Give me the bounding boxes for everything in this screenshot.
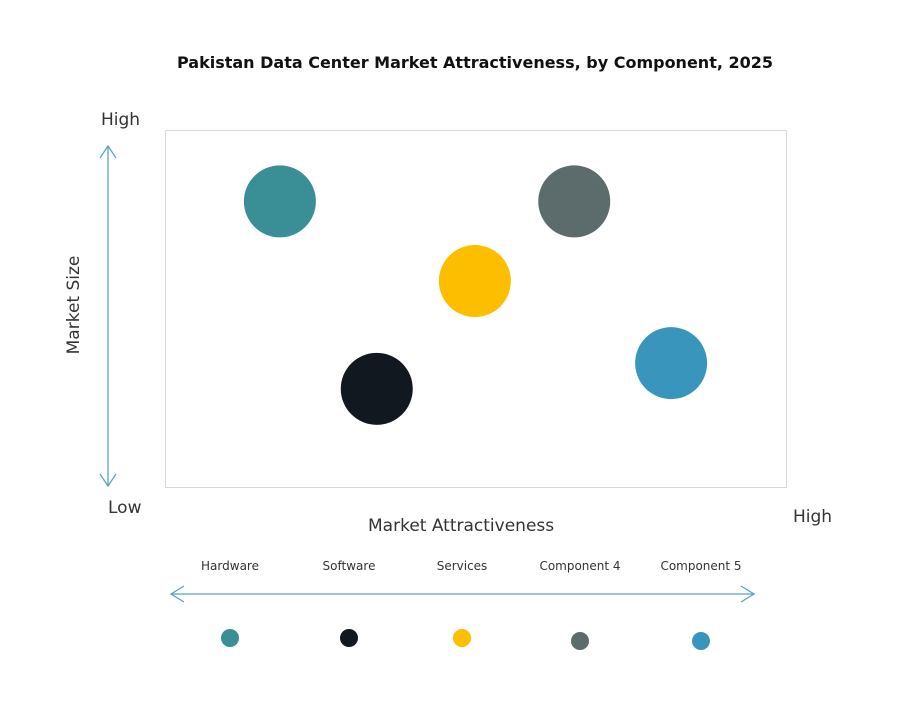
bubble-hardware bbox=[243, 165, 316, 238]
y-axis-arrow bbox=[99, 144, 117, 488]
bubble-software bbox=[340, 352, 413, 425]
x-axis-label: Market Attractiveness bbox=[368, 516, 555, 536]
x-high-label: High bbox=[793, 507, 833, 527]
low-label: Low bbox=[108, 498, 142, 518]
y-high-label: High bbox=[101, 110, 141, 130]
chart-title: Pakistan Data Center Market Attractivene… bbox=[176, 53, 774, 72]
legend-label-component-5: Component 5 bbox=[660, 559, 742, 573]
legend-dot-component-5 bbox=[692, 632, 710, 650]
legend-dot-software bbox=[340, 629, 358, 647]
legend-label-hardware: Hardware bbox=[201, 559, 259, 573]
legend-label-services: Services bbox=[436, 559, 488, 573]
bubble-services bbox=[438, 245, 511, 318]
legend-label-software: Software bbox=[322, 559, 376, 573]
legend-dot-component-4 bbox=[571, 632, 589, 650]
legend-label-component-4: Component 4 bbox=[539, 559, 621, 573]
plot-area bbox=[165, 130, 787, 488]
legend-arrow bbox=[169, 585, 756, 603]
legend-dot-hardware bbox=[221, 629, 239, 647]
bubble-component-5 bbox=[635, 327, 708, 400]
legend-dot-services bbox=[453, 629, 471, 647]
bubble-component-4 bbox=[538, 165, 611, 238]
